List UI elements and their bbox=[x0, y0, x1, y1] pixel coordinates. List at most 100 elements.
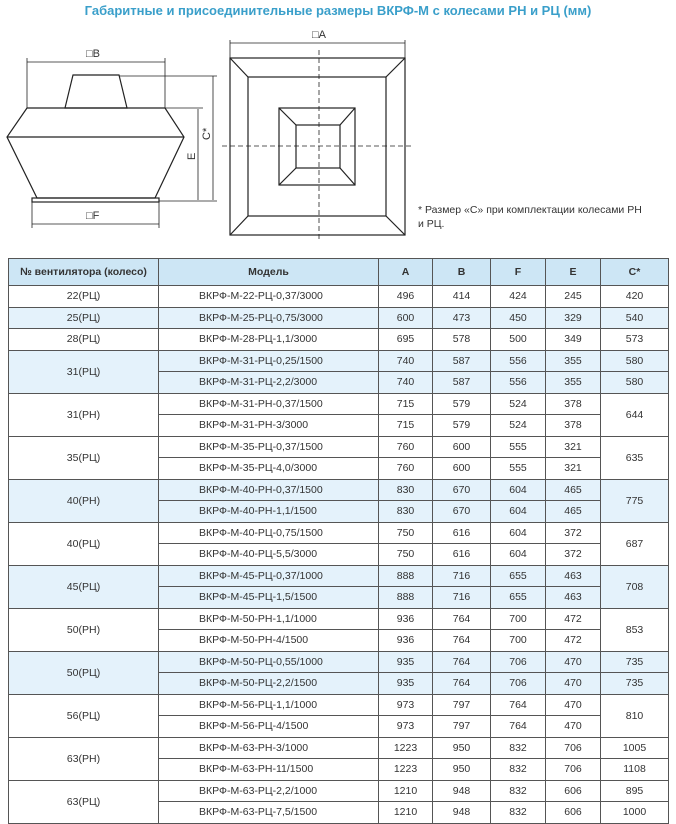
dim-f-cell: 832 bbox=[490, 758, 546, 781]
dim-e-cell: 470 bbox=[545, 715, 601, 738]
dim-a-cell: 1223 bbox=[378, 758, 433, 781]
dim-e-cell: 378 bbox=[545, 392, 601, 415]
model-cell: ВКРФ-М-63-РЦ-2,2/1000 bbox=[158, 779, 379, 802]
page-title: Габаритные и присоединительные размеры В… bbox=[84, 3, 592, 18]
table-header-row: № вентилятора (колесо) Модель A B F E C* bbox=[8, 258, 669, 286]
dim-c-cell: 1005 bbox=[600, 736, 669, 759]
dim-b-cell: 579 bbox=[432, 392, 491, 415]
dim-c-cell: 708 bbox=[600, 564, 669, 609]
model-cell: ВКРФ-М-50-РЦ-0,55/1000 bbox=[158, 650, 379, 673]
dim-a-cell: 973 bbox=[378, 693, 433, 716]
dim-f-cell: 764 bbox=[490, 693, 546, 716]
fan-cell: 31(РЦ) bbox=[8, 349, 159, 394]
model-cell: ВКРФ-М-40-РЦ-5,5/3000 bbox=[158, 543, 379, 566]
fan-side-view bbox=[6, 58, 217, 228]
dim-f-cell: 700 bbox=[490, 629, 546, 652]
dim-b-cell: 948 bbox=[432, 779, 491, 802]
column-header: Модель bbox=[158, 258, 379, 286]
fan-cell: 50(РЦ) bbox=[8, 650, 159, 695]
dim-f-cell: 524 bbox=[490, 392, 546, 415]
dim-e-cell: 372 bbox=[545, 543, 601, 566]
dim-e-cell: 245 bbox=[545, 285, 601, 308]
fan-cell: 22(РЦ) bbox=[8, 285, 159, 308]
dim-b-cell: 764 bbox=[432, 607, 491, 630]
dim-c-cell: 1108 bbox=[600, 758, 669, 781]
dim-c-cell: 735 bbox=[600, 672, 669, 695]
dim-b-cell: 616 bbox=[432, 543, 491, 566]
fan-cell: 31(РН) bbox=[8, 392, 159, 437]
dim-a-cell: 715 bbox=[378, 414, 433, 437]
dim-b-cell: 764 bbox=[432, 672, 491, 695]
dim-e-cell: 472 bbox=[545, 607, 601, 630]
dim-f-cell: 706 bbox=[490, 650, 546, 673]
dim-e-cell: 329 bbox=[545, 306, 601, 329]
model-cell: ВКРФ-М-56-РЦ-4/1500 bbox=[158, 715, 379, 738]
table-row: 31(РЦ) ВКРФ-М-31-РЦ-0,25/1500 740 587 556 355… bbox=[8, 349, 669, 394]
dim-a-cell: 830 bbox=[378, 478, 433, 501]
dim-a-cell: 1223 bbox=[378, 736, 433, 759]
model-cell: ВКРФ-М-50-РН-4/1500 bbox=[158, 629, 379, 652]
model-cell: ВКРФ-М-35-РЦ-0,37/1500 bbox=[158, 435, 379, 458]
dim-c-cell: 420 bbox=[600, 285, 669, 308]
dim-e-cell: 470 bbox=[545, 650, 601, 673]
dim-c-cell: 635 bbox=[600, 435, 669, 480]
dim-c-cell: 580 bbox=[600, 349, 669, 372]
dim-a-cell: 740 bbox=[378, 371, 433, 394]
table-row: ВКРФ-М-31-РЦ-2,2/3000 740 587 556 355 580 bbox=[9, 371, 669, 394]
table-row: 45(РЦ) ВКРФ-М-45-РЦ-0,37/1000 888 716 655 463… bbox=[8, 564, 669, 609]
column-header: B bbox=[432, 258, 491, 286]
fan-top-view bbox=[222, 40, 412, 242]
dim-b-cell: 716 bbox=[432, 586, 491, 609]
dim-c-cell: 644 bbox=[600, 392, 669, 437]
dim-b-cell: 473 bbox=[432, 306, 491, 329]
dim-b-cell: 948 bbox=[432, 801, 491, 824]
dim-b-cell: 950 bbox=[432, 758, 491, 781]
dim-e-cell: 349 bbox=[545, 328, 601, 351]
dim-f-cell: 832 bbox=[490, 801, 546, 824]
dim-b-cell: 670 bbox=[432, 500, 491, 523]
model-cell: ВКРФ-М-56-РЦ-1,1/1000 bbox=[158, 693, 379, 716]
dimensions-table: № вентилятора (колесо) Модель A B F E C* 22(РЦ… bbox=[8, 258, 669, 824]
dim-c-cell: 580 bbox=[600, 371, 669, 394]
dim-f-cell: 524 bbox=[490, 414, 546, 437]
dim-b-cell: 587 bbox=[432, 349, 491, 372]
dim-a-cell: 935 bbox=[378, 650, 433, 673]
dim-f-cell: 655 bbox=[490, 586, 546, 609]
dim-e-cell: 465 bbox=[545, 500, 601, 523]
footnote: * Размер «С» при комплектации колесами Р… bbox=[418, 204, 642, 230]
dim-e-cell: 472 bbox=[545, 629, 601, 652]
dim-c-cell: 687 bbox=[600, 521, 669, 566]
model-cell: ВКРФ-М-31-РН-0,37/1500 bbox=[158, 392, 379, 415]
table-row: 63(РН) ВКРФ-М-63-РН-3/1000 1223 950 832 706 10… bbox=[8, 736, 669, 781]
dim-e-cell: 372 bbox=[545, 521, 601, 544]
table-row: ВКРФ-М-40-РН-1,1/1500 830 670 604 465 bbox=[9, 500, 669, 523]
table-row: ВКРФ-М-45-РЦ-1,5/1500 888 716 655 463 bbox=[9, 586, 669, 609]
fan-cell: 45(РЦ) bbox=[8, 564, 159, 609]
model-cell: ВКРФ-М-22-РЦ-0,37/3000 bbox=[158, 285, 379, 308]
table-row: 22(РЦ) ВКРФ-М-22-РЦ-0,37/3000 496 414 424 245… bbox=[8, 285, 669, 308]
dim-c-cell: 540 bbox=[600, 306, 669, 329]
dim-f-cell: 500 bbox=[490, 328, 546, 351]
dim-b-cell: 587 bbox=[432, 371, 491, 394]
dim-e-cell: 321 bbox=[545, 435, 601, 458]
table-row: ВКРФ-М-63-РЦ-7,5/1500 1210 948 832 606 1000 bbox=[9, 801, 669, 824]
model-cell: ВКРФ-М-31-РН-3/3000 bbox=[158, 414, 379, 437]
fan-cell: 63(РН) bbox=[8, 736, 159, 781]
label-b: □B bbox=[86, 48, 100, 60]
column-header: F bbox=[490, 258, 546, 286]
dim-b-cell: 797 bbox=[432, 693, 491, 716]
dim-a-cell: 600 bbox=[378, 306, 433, 329]
table-row: 56(РЦ) ВКРФ-М-56-РЦ-1,1/1000 973 797 764 470 8… bbox=[8, 693, 669, 738]
table-row: ВКРФ-М-56-РЦ-4/1500 973 797 764 470 bbox=[9, 715, 669, 738]
dim-a-cell: 760 bbox=[378, 435, 433, 458]
dim-e-cell: 470 bbox=[545, 672, 601, 695]
fan-cell: 63(РЦ) bbox=[8, 779, 159, 824]
dim-f-cell: 556 bbox=[490, 371, 546, 394]
table-row: 40(РН) ВКРФ-М-40-РН-0,37/1500 830 670 604 465… bbox=[8, 478, 669, 523]
dim-f-cell: 450 bbox=[490, 306, 546, 329]
label-f: □F bbox=[86, 210, 100, 222]
dim-e-cell: 470 bbox=[545, 693, 601, 716]
table-row: 25(РЦ) ВКРФ-М-25-РЦ-0,75/3000 600 473 450 329… bbox=[8, 306, 669, 329]
model-cell: ВКРФ-М-40-РН-1,1/1500 bbox=[158, 500, 379, 523]
model-cell: ВКРФ-М-63-РН-3/1000 bbox=[158, 736, 379, 759]
